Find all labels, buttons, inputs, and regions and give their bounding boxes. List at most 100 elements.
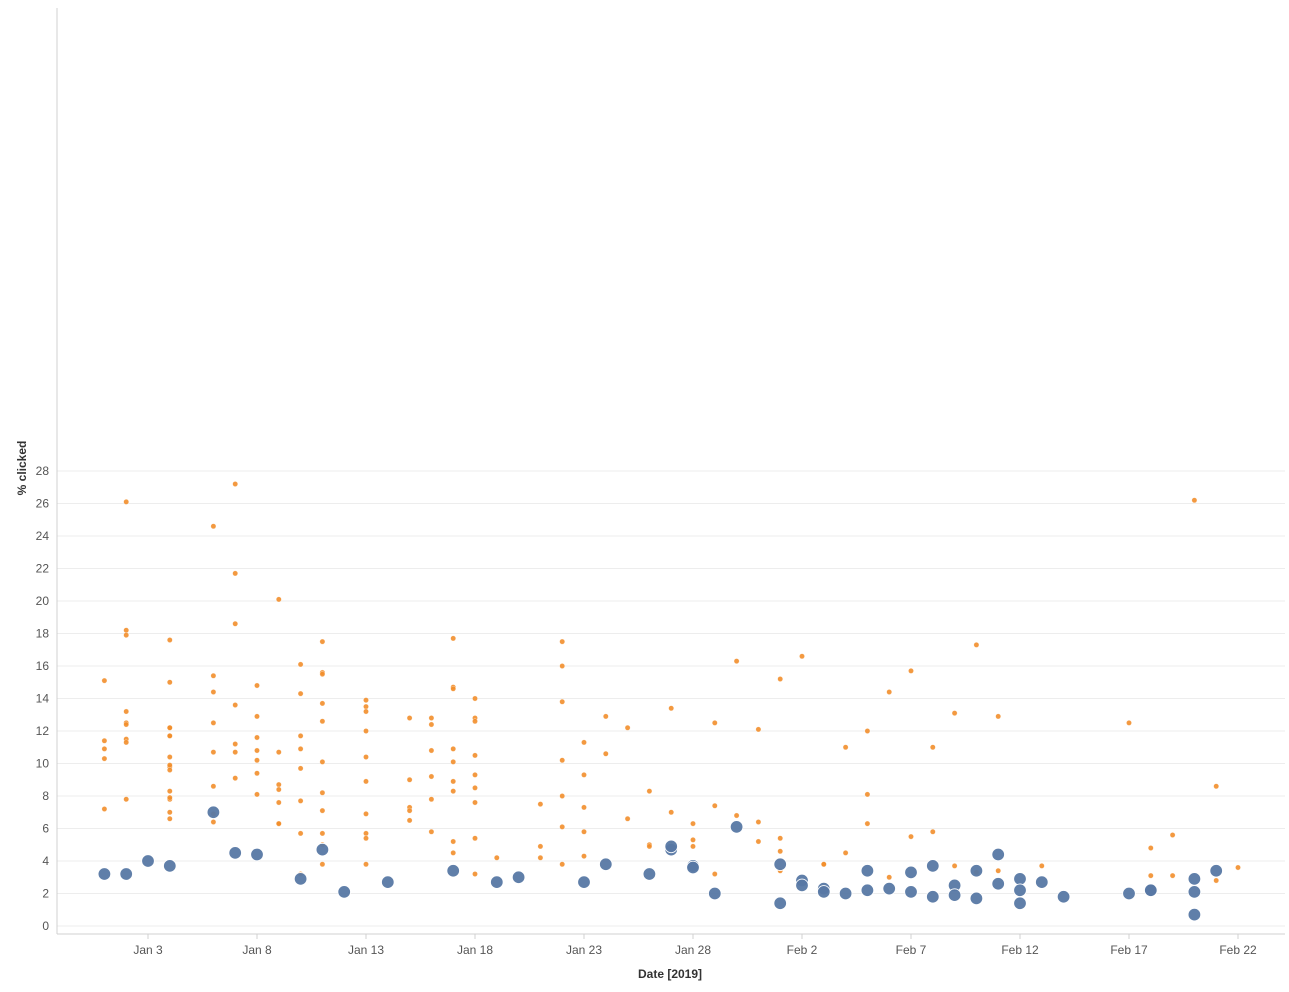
- data-point-series-1[interactable]: [363, 811, 369, 817]
- data-point-series-2[interactable]: [1013, 896, 1027, 910]
- data-point-series-1[interactable]: [603, 751, 609, 757]
- data-point-series-1[interactable]: [450, 746, 456, 752]
- data-point-series-2[interactable]: [729, 820, 744, 834]
- data-point-series-1[interactable]: [167, 754, 173, 760]
- data-point-series-1[interactable]: [886, 689, 892, 695]
- data-point-series-1[interactable]: [428, 829, 435, 835]
- data-point-series-1[interactable]: [581, 829, 587, 835]
- data-point-series-1[interactable]: [1148, 872, 1154, 879]
- data-point-series-1[interactable]: [712, 871, 718, 877]
- data-point-series-1[interactable]: [690, 837, 696, 843]
- data-point-series-1[interactable]: [167, 809, 173, 816]
- data-point-series-1[interactable]: [864, 728, 871, 734]
- data-point-series-1[interactable]: [101, 755, 108, 762]
- data-point-series-1[interactable]: [167, 767, 173, 773]
- data-point-series-1[interactable]: [472, 718, 478, 725]
- data-point-series-1[interactable]: [276, 820, 282, 827]
- data-point-series-1[interactable]: [363, 703, 369, 710]
- data-point-series-1[interactable]: [559, 638, 565, 645]
- data-point-series-1[interactable]: [210, 673, 217, 679]
- data-point-series-1[interactable]: [254, 682, 260, 689]
- data-point-series-2[interactable]: [773, 857, 787, 871]
- data-point-series-2[interactable]: [860, 864, 875, 878]
- data-point-series-2[interactable]: [599, 857, 613, 871]
- data-point-series-1[interactable]: [450, 635, 456, 642]
- data-point-series-1[interactable]: [537, 801, 544, 807]
- data-point-series-2[interactable]: [446, 864, 460, 878]
- data-point-series-2[interactable]: [904, 885, 918, 899]
- data-point-series-2[interactable]: [490, 875, 504, 889]
- data-point-series-1[interactable]: [1169, 832, 1176, 838]
- data-point-series-1[interactable]: [319, 830, 326, 837]
- data-point-series-1[interactable]: [1191, 497, 1198, 503]
- data-point-series-1[interactable]: [472, 871, 478, 877]
- data-point-series-2[interactable]: [926, 890, 940, 904]
- data-point-series-1[interactable]: [755, 838, 762, 845]
- data-point-series-2[interactable]: [511, 870, 526, 884]
- data-point-series-1[interactable]: [167, 679, 173, 686]
- data-point-series-1[interactable]: [319, 790, 326, 796]
- data-point-series-2[interactable]: [1013, 883, 1027, 897]
- data-point-series-1[interactable]: [842, 744, 849, 751]
- data-point-series-1[interactable]: [363, 728, 369, 734]
- data-point-series-1[interactable]: [167, 794, 173, 801]
- data-point-series-1[interactable]: [559, 757, 565, 764]
- data-point-series-1[interactable]: [232, 775, 238, 781]
- data-point-series-1[interactable]: [406, 817, 413, 824]
- data-point-series-1[interactable]: [319, 671, 326, 677]
- data-point-series-1[interactable]: [951, 710, 958, 716]
- data-point-series-2[interactable]: [97, 867, 112, 881]
- data-point-series-1[interactable]: [101, 746, 108, 752]
- data-point-series-1[interactable]: [167, 725, 173, 731]
- data-point-series-1[interactable]: [123, 739, 129, 746]
- data-point-series-1[interactable]: [581, 739, 587, 746]
- data-point-series-1[interactable]: [232, 741, 238, 747]
- data-point-series-1[interactable]: [210, 749, 217, 755]
- data-point-series-1[interactable]: [450, 686, 456, 692]
- data-point-series-1[interactable]: [363, 835, 369, 842]
- data-point-series-1[interactable]: [297, 746, 304, 752]
- data-point-series-2[interactable]: [228, 846, 242, 860]
- data-point-series-1[interactable]: [559, 861, 565, 868]
- data-point-series-1[interactable]: [232, 621, 238, 627]
- data-point-series-1[interactable]: [254, 757, 260, 764]
- data-point-series-1[interactable]: [428, 747, 435, 754]
- data-point-series-2[interactable]: [795, 878, 809, 893]
- data-point-series-1[interactable]: [319, 718, 326, 725]
- data-point-series-1[interactable]: [123, 796, 129, 803]
- data-point-series-1[interactable]: [472, 835, 478, 842]
- data-point-series-2[interactable]: [664, 839, 678, 854]
- data-point-series-1[interactable]: [167, 762, 173, 768]
- data-point-series-1[interactable]: [297, 661, 304, 668]
- data-point-series-1[interactable]: [624, 816, 631, 822]
- data-point-series-1[interactable]: [537, 855, 544, 861]
- data-point-series-2[interactable]: [1187, 885, 1202, 899]
- data-point-series-1[interactable]: [951, 863, 958, 869]
- data-point-series-2[interactable]: [1144, 883, 1158, 897]
- data-point-series-1[interactable]: [276, 596, 282, 603]
- data-point-series-1[interactable]: [472, 752, 478, 759]
- data-point-series-1[interactable]: [254, 747, 260, 754]
- data-point-series-1[interactable]: [1213, 877, 1219, 884]
- data-point-series-1[interactable]: [777, 835, 783, 842]
- data-point-series-1[interactable]: [886, 874, 892, 881]
- data-point-series-2[interactable]: [882, 881, 896, 896]
- data-point-series-2[interactable]: [817, 885, 831, 899]
- data-point-series-1[interactable]: [450, 850, 456, 856]
- data-point-series-1[interactable]: [210, 523, 217, 530]
- data-point-series-2[interactable]: [1187, 907, 1202, 922]
- data-point-series-1[interactable]: [1039, 863, 1045, 869]
- data-point-series-2[interactable]: [381, 875, 395, 889]
- data-point-series-1[interactable]: [232, 481, 238, 487]
- data-point-series-1[interactable]: [472, 695, 478, 702]
- data-point-series-1[interactable]: [559, 663, 565, 669]
- data-point-series-1[interactable]: [690, 820, 696, 827]
- data-point-series-2[interactable]: [1056, 890, 1071, 904]
- data-point-series-1[interactable]: [406, 715, 413, 721]
- data-point-series-1[interactable]: [254, 734, 260, 741]
- data-point-series-1[interactable]: [363, 861, 369, 868]
- data-point-series-2[interactable]: [1035, 875, 1049, 889]
- data-point-series-1[interactable]: [603, 713, 609, 720]
- data-point-series-1[interactable]: [254, 713, 260, 720]
- data-point-series-1[interactable]: [755, 819, 762, 825]
